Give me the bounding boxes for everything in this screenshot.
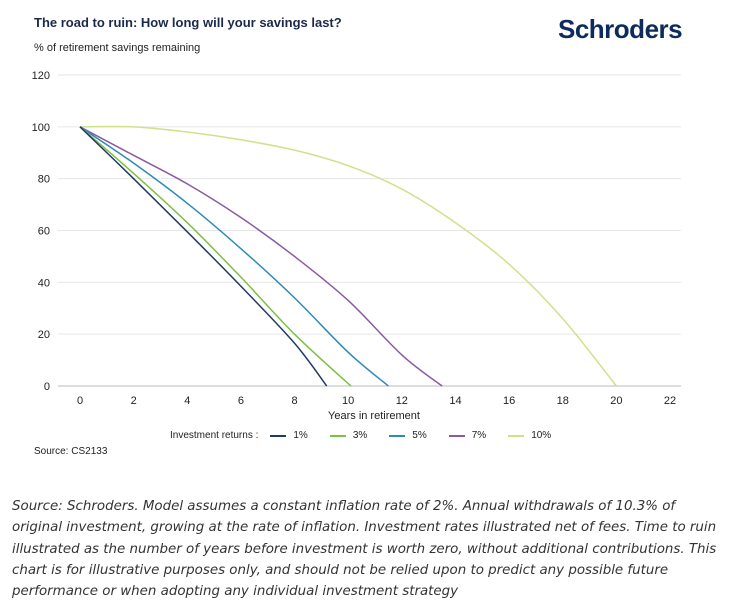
- footnote-text: Source: Schroders. Model assumes a const…: [12, 499, 717, 600]
- legend-item: 1%: [270, 430, 308, 441]
- series-line-5pct: [79, 126, 389, 387]
- legend-label: 3%: [352, 430, 368, 441]
- x-tick-label: 22: [664, 395, 676, 407]
- y-tick-label: 0: [44, 381, 50, 393]
- y-axis-label: % of retirement savings remaining: [34, 42, 201, 54]
- legend-label: 1%: [293, 430, 308, 441]
- x-tick-label: 10: [342, 395, 354, 407]
- footnote-box: Source: Schroders. Model assumes a const…: [0, 484, 729, 608]
- x-axis-label: Years in retirement: [328, 410, 420, 422]
- y-tick-labels: 0 20 40 60 80 100 120: [32, 70, 50, 393]
- x-tick-label: 18: [557, 395, 569, 407]
- legend-title: Investment returns :: [170, 430, 259, 441]
- y-tick-label: 120: [32, 70, 50, 82]
- series-lines: [79, 125, 617, 387]
- schroders-logo: Schroders: [558, 14, 683, 44]
- legend-label: 10%: [531, 430, 552, 441]
- x-tick-label: 2: [131, 395, 137, 407]
- x-tick-label: 6: [238, 395, 244, 407]
- legend-item: 10%: [508, 430, 551, 441]
- legend-label: 7%: [471, 430, 487, 441]
- y-tick-label: 60: [38, 226, 50, 238]
- legend-swatch: [389, 434, 406, 437]
- legend-item: 3%: [329, 430, 368, 441]
- grid-lines: [58, 74, 681, 387]
- series-line-7pct: [79, 126, 443, 387]
- y-tick-label: 80: [38, 174, 50, 186]
- legend-item: 5%: [389, 430, 427, 441]
- x-tick-label: 14: [449, 395, 461, 407]
- legend-swatch: [329, 434, 346, 437]
- x-tick-label: 8: [291, 395, 297, 407]
- series-line-1pct: [79, 126, 328, 387]
- legend-items: 1% 3% 5% 7% 10%: [270, 430, 573, 441]
- legend-item: 7%: [448, 430, 487, 441]
- y-tick-label: 20: [38, 329, 50, 341]
- legend-label: 5%: [412, 430, 427, 441]
- series-line-3pct: [79, 126, 352, 387]
- x-tick-label: 16: [503, 395, 515, 407]
- legend-swatch: [270, 434, 287, 437]
- x-tick-label: 4: [184, 395, 190, 407]
- line-chart: 0 20 40 60 80 100 120 0 2 4 6 8 10 12 14 16 18 20 22 Year…: [32, 70, 681, 422]
- x-tick-label: 12: [396, 395, 408, 407]
- x-tick-labels: 0 2 4 6 8 10 12 14 16 18 20 22: [77, 395, 676, 407]
- x-tick-label: 0: [77, 395, 83, 407]
- chart-title: The road to ruin: How long will your sav…: [34, 15, 342, 30]
- legend: Investment returns : 1% 3% 5% 7% 10%: [170, 430, 573, 441]
- legend-swatch: [448, 434, 465, 437]
- chart-source: Source: CS2133: [34, 446, 108, 457]
- x-tick-label: 20: [610, 395, 622, 407]
- y-tick-label: 100: [32, 122, 50, 134]
- series-line-10pct: [79, 125, 617, 387]
- y-tick-label: 40: [38, 277, 50, 289]
- legend-swatch: [508, 434, 525, 437]
